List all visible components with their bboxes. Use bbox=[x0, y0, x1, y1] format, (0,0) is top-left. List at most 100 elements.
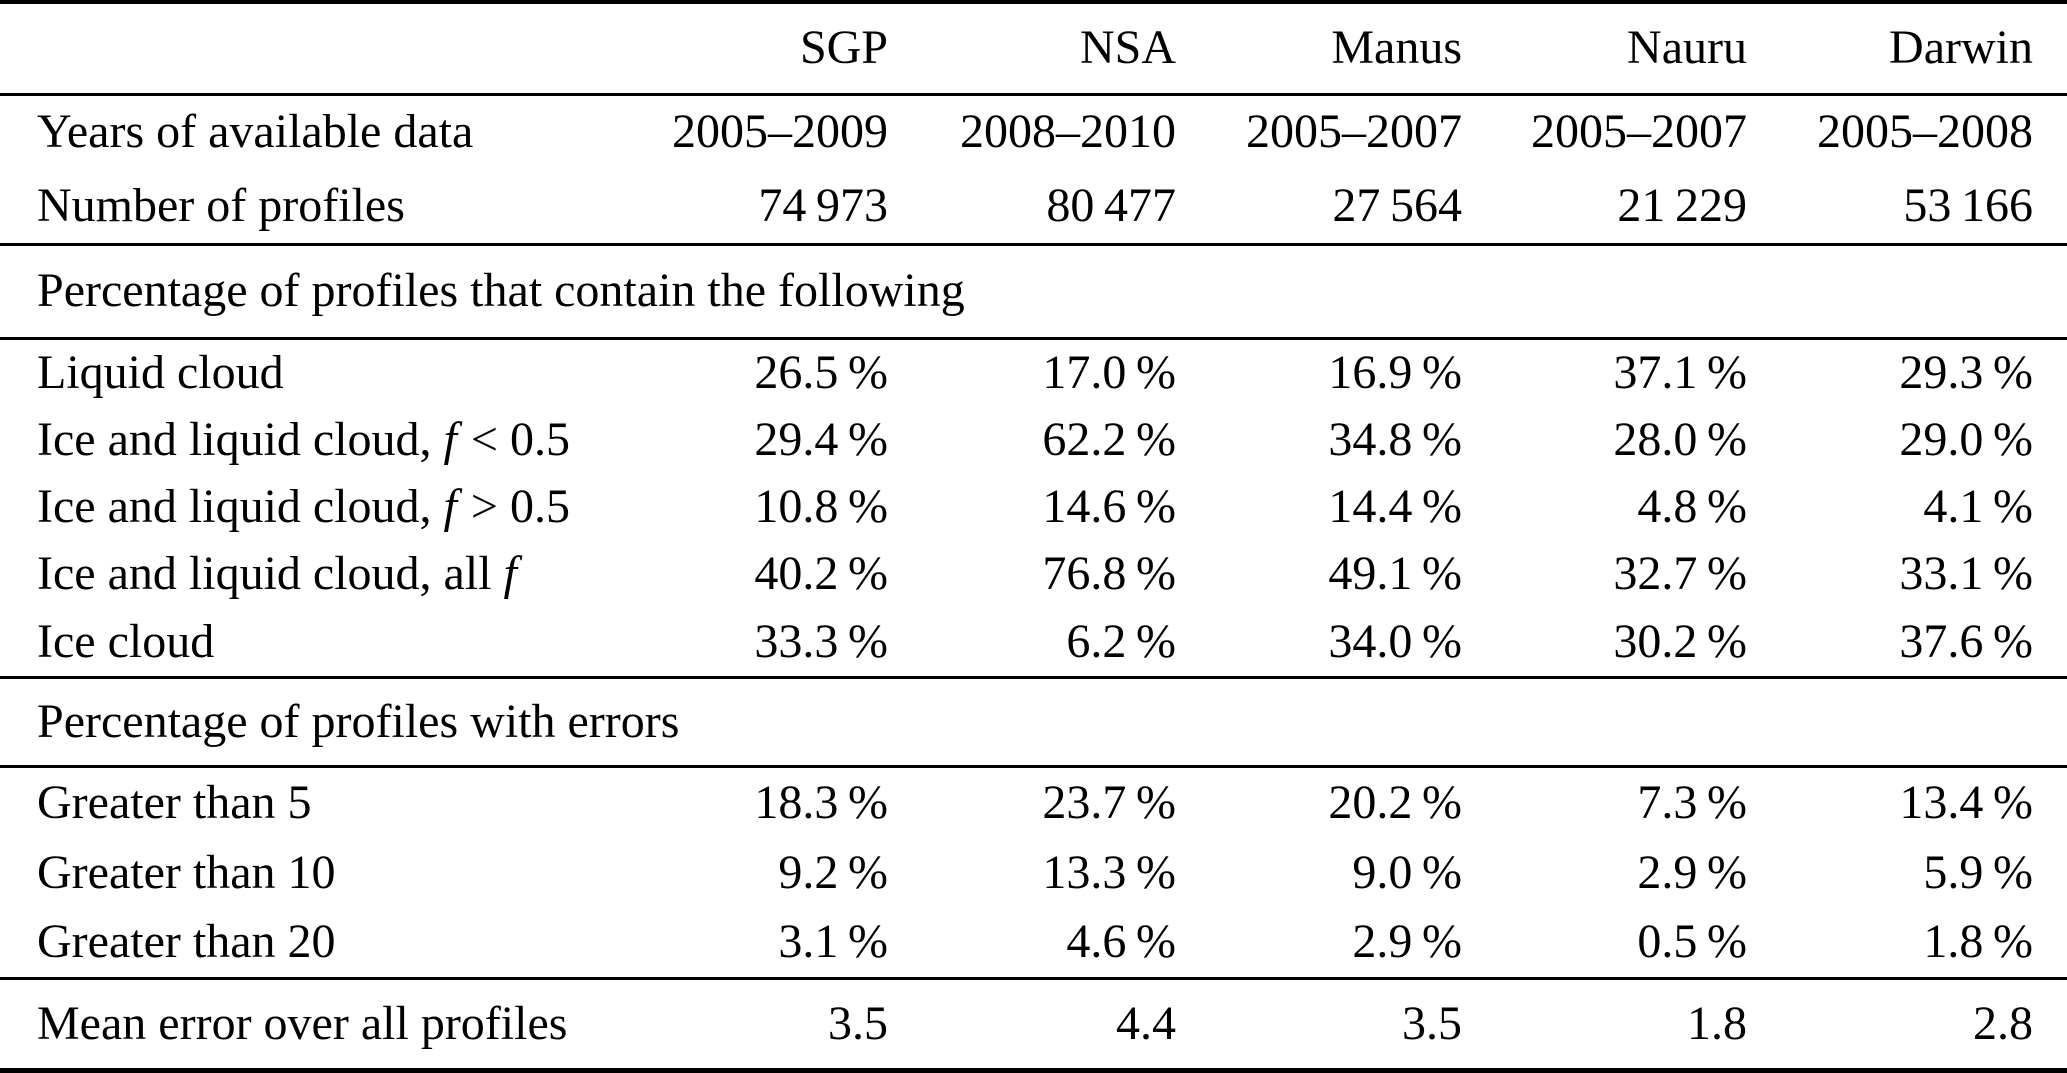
value-cell: 3.1 % bbox=[778, 915, 888, 969]
table-row: Greater than 20 3.1 % 4.6 % 2.9 % 0.5 % 1.8 % bbox=[0, 908, 2067, 977]
value-cell: 37.1 % bbox=[1613, 346, 1747, 400]
value-cell: 27 564 bbox=[1332, 178, 1462, 232]
section-title-row: Percentage of profiles that contain the … bbox=[0, 246, 2067, 337]
value-cell: 80 477 bbox=[1046, 178, 1176, 232]
row-label: Liquid cloud bbox=[0, 346, 606, 400]
horizontal-rule bbox=[0, 676, 2067, 679]
value-cell: 4.8 % bbox=[1637, 480, 1747, 534]
value-cell: 74 973 bbox=[758, 178, 888, 232]
table-top-rule bbox=[0, 0, 2067, 4]
value-cell: 1.8 % bbox=[1923, 915, 2033, 969]
header-row: SGP NSA Manus Nauru Darwin bbox=[0, 4, 2067, 93]
label-text: Ice and liquid cloud, bbox=[37, 413, 444, 467]
value-cell: 29.0 % bbox=[1899, 413, 2033, 467]
value-cell: 9.2 % bbox=[778, 845, 888, 899]
value-cell: 2005–2008 bbox=[1817, 105, 2033, 159]
value-cell: 26.5 % bbox=[754, 346, 888, 400]
value-cell: 0.5 % bbox=[1637, 915, 1747, 969]
label-text: > 0.5 bbox=[458, 480, 570, 534]
section-title: Percentage of profiles with errors bbox=[37, 694, 680, 748]
value-cell: 2005–2007 bbox=[1531, 105, 1747, 159]
value-cell: 3.5 bbox=[1402, 996, 1462, 1050]
value-cell: 2.9 % bbox=[1352, 915, 1462, 969]
label-text: Ice and liquid cloud, bbox=[37, 480, 444, 534]
value-cell: 2.9 % bbox=[1637, 845, 1747, 899]
table-row: Mean error over all profiles 3.5 4.4 3.5 1.8… bbox=[0, 980, 2067, 1068]
value-cell: 33.1 % bbox=[1899, 547, 2033, 601]
row-label: Ice and liquid cloud, f > 0.5 bbox=[0, 480, 606, 534]
column-header: SGP bbox=[799, 21, 888, 75]
row-label: Mean error over all profiles bbox=[37, 996, 568, 1050]
value-cell: 2005–2007 bbox=[1246, 105, 1462, 159]
math-variable: f bbox=[503, 547, 517, 601]
value-cell: 16.9 % bbox=[1328, 346, 1462, 400]
value-cell: 32.7 % bbox=[1613, 547, 1747, 601]
value-cell: 9.0 % bbox=[1352, 845, 1462, 899]
table-row: Ice and liquid cloud, f < 0.5 29.4 % 62.2 … bbox=[0, 407, 2067, 474]
value-cell: 13.3 % bbox=[1042, 845, 1176, 899]
label-text: Liquid cloud bbox=[37, 346, 284, 400]
value-cell: 4.6 % bbox=[1066, 915, 1176, 969]
table-row: Ice and liquid cloud, all f 40.2 % 76.8 % 4… bbox=[0, 541, 2067, 608]
math-variable: f bbox=[443, 413, 457, 467]
value-cell: 53 166 bbox=[1903, 178, 2033, 232]
label-text: Ice and liquid cloud, all bbox=[37, 547, 504, 601]
value-cell: 76.8 % bbox=[1042, 547, 1176, 601]
value-cell: 2005–2009 bbox=[672, 105, 888, 159]
value-cell: 20.2 % bbox=[1328, 775, 1462, 829]
horizontal-rule bbox=[0, 977, 2067, 980]
value-cell: 21 229 bbox=[1617, 178, 1747, 232]
math-variable: f bbox=[443, 480, 457, 534]
value-cell: 7.3 % bbox=[1637, 775, 1747, 829]
table-row: Liquid cloud 26.5 % 17.0 % 16.9 % 37.1 % 29.3… bbox=[0, 340, 2067, 407]
row-label: Ice and liquid cloud, f < 0.5 bbox=[0, 413, 606, 467]
value-cell: 33.3 % bbox=[754, 614, 888, 668]
table-row: Number of profiles 74 973 80 477 27 564 21 2… bbox=[0, 169, 2067, 243]
row-label: Greater than 10 bbox=[0, 845, 606, 900]
row-label: Ice cloud bbox=[0, 614, 606, 669]
value-cell: 14.6 % bbox=[1042, 480, 1176, 534]
table-row: Years of available data 2005–2009 2008–201… bbox=[0, 96, 2067, 169]
label-text: Ice cloud bbox=[37, 614, 215, 668]
label-text: < 0.5 bbox=[458, 413, 570, 467]
section-title-row: Percentage of profiles with errors bbox=[0, 679, 2067, 765]
horizontal-rule bbox=[0, 337, 2067, 340]
value-cell: 4.4 bbox=[1116, 996, 1176, 1050]
table-bottom-rule bbox=[0, 1068, 2067, 1073]
row-label: Greater than 5 bbox=[0, 775, 606, 830]
value-cell: 4.1 % bbox=[1923, 480, 2033, 534]
value-cell: 37.6 % bbox=[1899, 614, 2033, 668]
value-cell: 62.2 % bbox=[1042, 413, 1176, 467]
value-cell: 29.4 % bbox=[754, 413, 888, 467]
value-cell: 3.5 bbox=[828, 996, 888, 1050]
value-cell: 5.9 % bbox=[1923, 845, 2033, 899]
value-cell: 10.8 % bbox=[754, 480, 888, 534]
value-cell: 34.8 % bbox=[1328, 413, 1462, 467]
value-cell: 18.3 % bbox=[754, 775, 888, 829]
value-cell: 23.7 % bbox=[1042, 775, 1176, 829]
column-header: NSA bbox=[1079, 21, 1176, 75]
value-cell: 49.1 % bbox=[1328, 547, 1462, 601]
table-row: Greater than 5 18.3 % 23.7 % 20.2 % 7.3 % 13.… bbox=[0, 768, 2067, 838]
horizontal-rule bbox=[0, 93, 2067, 96]
row-label: Ice and liquid cloud, all f bbox=[0, 547, 606, 601]
value-cell: 28.0 % bbox=[1613, 413, 1747, 467]
value-cell: 34.0 % bbox=[1328, 614, 1462, 668]
column-header: Nauru bbox=[1627, 21, 1747, 75]
value-cell: 29.3 % bbox=[1899, 346, 2033, 400]
label-text: Greater than 10 bbox=[37, 845, 336, 899]
column-header: Darwin bbox=[1889, 21, 2033, 75]
column-header: Manus bbox=[1331, 21, 1462, 75]
section-title: Percentage of profiles that contain the … bbox=[37, 264, 965, 318]
value-cell: 6.2 % bbox=[1066, 614, 1176, 668]
value-cell: 17.0 % bbox=[1042, 346, 1176, 400]
row-label: Years of available data bbox=[37, 105, 474, 159]
horizontal-rule bbox=[0, 243, 2067, 246]
label-text: Greater than 20 bbox=[37, 915, 336, 969]
value-cell: 2.8 bbox=[1973, 996, 2033, 1050]
label-text: Greater than 5 bbox=[37, 775, 312, 829]
table-row: Greater than 10 9.2 % 13.3 % 9.0 % 2.9 % 5.9 … bbox=[0, 838, 2067, 908]
value-cell: 2008–2010 bbox=[960, 105, 1176, 159]
value-cell: 1.8 bbox=[1687, 996, 1747, 1050]
